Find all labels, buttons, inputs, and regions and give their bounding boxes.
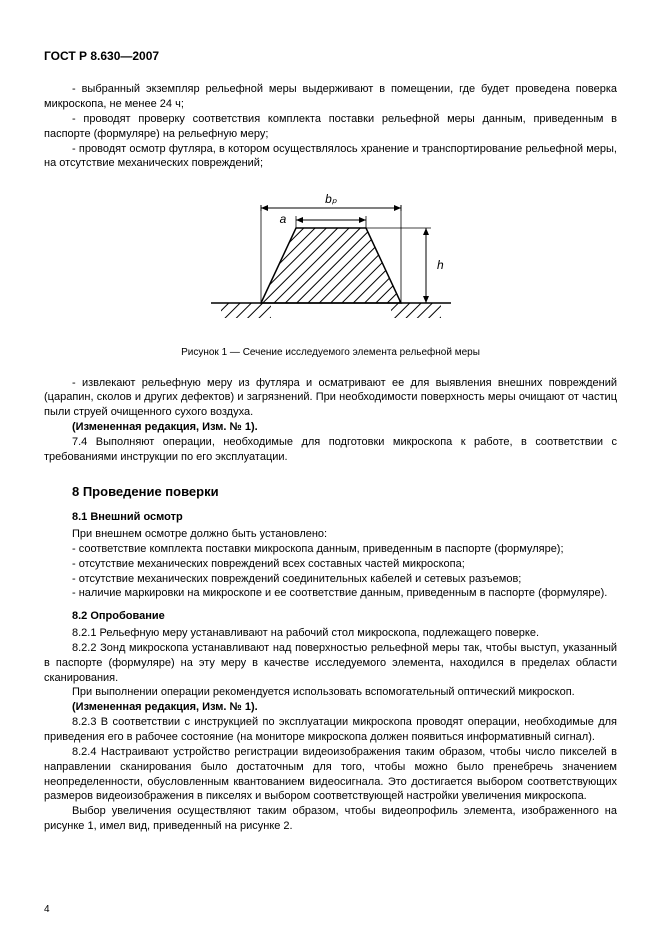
afterfig-p1: - извлекают рельефную меру из футляра и … — [44, 376, 617, 421]
s822c: (Измененная редакция, Изм. № 1). — [44, 700, 617, 715]
s81-li1: - соответствие комплекта поставки микрос… — [44, 542, 617, 557]
intro-p1: - выбранный экземпляр рельефной меры выд… — [44, 82, 617, 112]
s822b: При выполнении операции рекомендуется ис… — [44, 685, 617, 700]
s822: 8.2.2 Зонд микроскопа устанавливают над … — [44, 641, 617, 686]
afterfig-p2: (Измененная редакция, Изм. № 1). — [44, 420, 617, 435]
s81-li2: - отсутствие механических повреждений вс… — [44, 557, 617, 572]
s823: 8.2.3 В соответствии с инструкцией по эк… — [44, 715, 617, 745]
section-8-title: 8 Проведение поверки — [72, 483, 617, 501]
figure-caption: Рисунок 1 — Сечение исследуемого элемент… — [44, 346, 617, 360]
intro-p2: - проводят проверку соответствия комплек… — [44, 112, 617, 142]
intro-p3: - проводят осмотр футляра, в котором осу… — [44, 142, 617, 172]
label-a: a — [279, 212, 286, 226]
s824b: Выбор увеличения осуществляют таким обра… — [44, 804, 617, 834]
s81-li4: - наличие маркировки на микроскопе и ее … — [44, 586, 617, 601]
label-h: h — [437, 258, 444, 272]
label-bp: bₚ — [325, 192, 338, 206]
page-number: 4 — [44, 903, 50, 917]
afterfig-p3: 7.4 Выполняют операции, необходимые для … — [44, 435, 617, 465]
s824: 8.2.4 Настраивают устройство регистрации… — [44, 745, 617, 804]
section-82-title: 8.2 Опробование — [72, 609, 617, 624]
s821: 8.2.1 Рельефную меру устанавливают на ра… — [44, 626, 617, 641]
s81-intro: При внешнем осмотре должно быть установл… — [44, 527, 617, 542]
s81-li3: - отсутствие механических повреждений со… — [44, 572, 617, 587]
doc-header: ГОСТ Р 8.630—2007 — [44, 48, 617, 64]
figure-1: bₚ a h — [44, 183, 617, 338]
section-81-title: 8.1 Внешний осмотр — [72, 510, 617, 525]
